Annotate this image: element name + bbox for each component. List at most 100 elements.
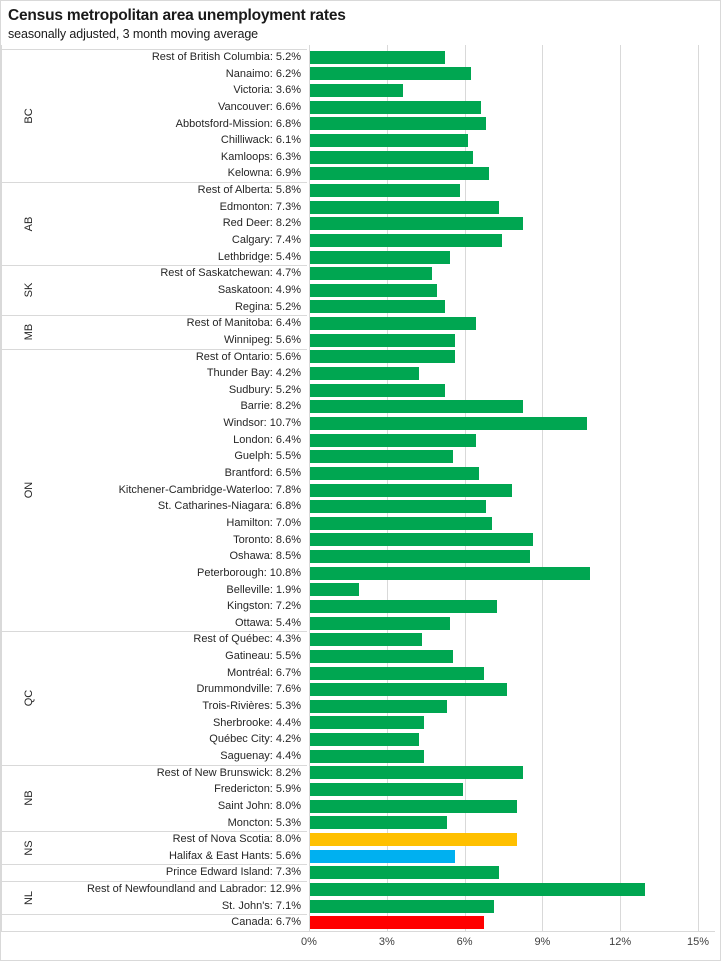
bar-label: Kamloops: 6.3%: [220, 150, 301, 163]
bar: [310, 849, 456, 863]
group-separator: [1, 914, 307, 916]
bar: [310, 766, 523, 780]
bar-label: Thunder Bay: 4.2%: [206, 367, 301, 380]
province-label: QC: [23, 689, 35, 707]
bar-label: Saskatoon: 4.9%: [217, 283, 301, 296]
bar: [310, 267, 432, 281]
bar-label: Kingston: 7.2%: [227, 600, 301, 613]
bar: [310, 283, 438, 297]
bar: [310, 300, 445, 314]
bar: [310, 317, 476, 331]
group-separator: [1, 348, 307, 350]
bar: [310, 533, 534, 547]
bar-label: Kitchener-Cambridge-Waterloo: 7.8%: [118, 483, 301, 496]
gridline: [542, 45, 544, 931]
bar-label: Vancouver: 6.6%: [218, 100, 301, 113]
bar: [310, 816, 448, 830]
bar-label: Abbotsford-Mission: 6.8%: [175, 117, 301, 130]
bar: [310, 633, 422, 647]
bar: [310, 200, 500, 214]
bar-label: Oshawa: 8.5%: [229, 550, 301, 563]
chart-title: Census metropolitan area unemployment ra…: [8, 7, 346, 24]
x-axis-tick-label: 15%: [686, 936, 710, 948]
bar: [310, 167, 489, 181]
bar: [310, 733, 419, 747]
bar-label: Edmonton: 7.3%: [219, 200, 301, 213]
group-separator: [1, 315, 307, 317]
bar-label: Québec City: 4.2%: [209, 733, 301, 746]
bar-label: Regina: 5.2%: [234, 300, 301, 313]
bar-label: Sherbrooke: 4.4%: [212, 716, 301, 729]
bar: [310, 84, 404, 98]
bar-label: Sudbury: 5.2%: [228, 383, 301, 396]
bar-label: Victoria: 3.6%: [233, 84, 301, 97]
province-label: AB: [23, 216, 35, 232]
bar: [310, 67, 471, 81]
x-axis-tick-label: 12%: [609, 936, 632, 948]
group-separator: [1, 631, 307, 633]
bar-label: Rest of Newfoundland and Labrador: 12.9%: [86, 883, 301, 896]
bar-label: Rest of Québec: 4.3%: [193, 633, 301, 646]
bar-label: Toronto: 8.6%: [233, 533, 301, 546]
group-separator: [1, 182, 307, 184]
bar-label: Lethbridge: 5.4%: [217, 250, 301, 263]
bar: [310, 832, 518, 846]
bar-label: Calgary: 7.4%: [231, 234, 301, 247]
bar: [310, 666, 484, 680]
bar: [310, 450, 453, 464]
bar-label: Gatineau: 5.5%: [225, 650, 301, 663]
bar-label: Kelowna: 6.9%: [227, 167, 301, 180]
bar-label: St. Catharines-Niagara: 6.8%: [157, 500, 301, 513]
bar: [310, 100, 482, 114]
bar-label: Peterborough: 10.8%: [197, 566, 301, 579]
bar-label: Canada: 6.7%: [231, 916, 301, 929]
bar-label: Drummondville: 7.6%: [196, 683, 301, 696]
bar: [310, 899, 495, 913]
bar-label: Saint John: 8.0%: [217, 799, 301, 812]
bar-label: Rest of Manitoba: 6.4%: [186, 317, 301, 330]
bar-label: Rest of Nova Scotia: 8.0%: [172, 833, 301, 846]
bar-label: Red Deer: 8.2%: [222, 217, 301, 230]
bar-label: Hamilton: 7.0%: [226, 516, 301, 529]
bar-label: Guelph: 5.5%: [234, 450, 301, 463]
bar: [310, 683, 508, 697]
bar: [310, 783, 463, 797]
bar-label: Rest of Alberta: 5.8%: [197, 184, 301, 197]
bar: [310, 483, 513, 497]
gridline: [620, 45, 622, 931]
bar-label: Rest of Ontario: 5.6%: [195, 350, 301, 363]
province-label: NS: [23, 840, 35, 856]
bar: [310, 333, 456, 347]
bar-label: Fredericton: 5.9%: [214, 783, 301, 796]
bar-label: Rest of British Columbia: 5.2%: [151, 51, 301, 63]
x-axis-tick-label: 6%: [456, 936, 473, 948]
bar: [310, 916, 484, 930]
group-separator: [1, 831, 307, 833]
bar: [310, 50, 445, 64]
x-axis-tick-label: 0%: [301, 936, 317, 948]
bar-label: Ottawa: 5.4%: [234, 616, 301, 629]
bar: [310, 367, 419, 380]
bar-label: Trois-Rivières: 5.3%: [202, 700, 301, 713]
gridline: [698, 45, 699, 931]
group-separator: [1, 881, 307, 883]
province-label: SK: [23, 282, 35, 298]
bar: [310, 350, 456, 364]
bar: [310, 882, 645, 896]
bar-label: Nanaimo: 6.2%: [225, 67, 301, 80]
bar: [310, 217, 523, 231]
bar-label: London: 6.4%: [233, 433, 301, 446]
bar: [310, 550, 531, 564]
province-label: ON: [23, 481, 35, 499]
bar: [310, 649, 453, 663]
bar: [310, 416, 588, 430]
bar: [310, 400, 523, 414]
province-label: NL: [23, 890, 35, 905]
bar-label: Brantford: 6.5%: [224, 467, 301, 480]
bar: [310, 383, 445, 397]
bar-label: Chilliwack: 6.1%: [220, 134, 301, 147]
x-axis-tick-label: 9%: [534, 936, 551, 948]
group-separator: [1, 265, 307, 267]
bar-label: Rest of Saskatchewan: 4.7%: [160, 267, 301, 280]
